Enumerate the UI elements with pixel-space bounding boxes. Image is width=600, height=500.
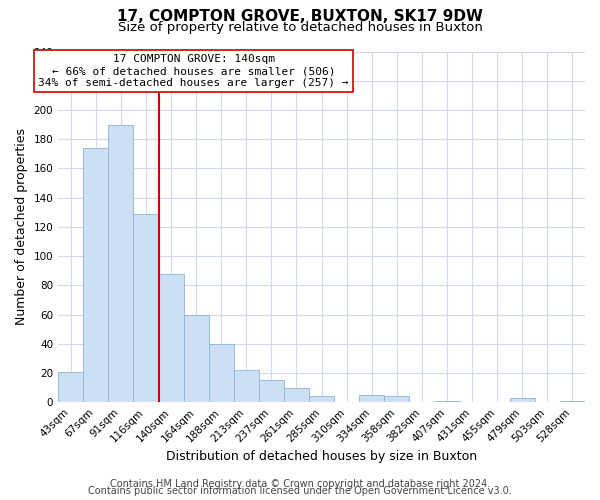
X-axis label: Distribution of detached houses by size in Buxton: Distribution of detached houses by size … bbox=[166, 450, 477, 462]
Bar bbox=[133, 214, 158, 402]
Bar bbox=[234, 370, 259, 402]
Bar bbox=[58, 372, 83, 402]
Bar bbox=[359, 395, 385, 402]
Bar bbox=[109, 124, 133, 402]
Bar bbox=[158, 274, 184, 402]
Text: 17 COMPTON GROVE: 140sqm
← 66% of detached houses are smaller (506)
34% of semi-: 17 COMPTON GROVE: 140sqm ← 66% of detach… bbox=[38, 54, 349, 88]
Bar bbox=[309, 396, 334, 402]
Bar bbox=[83, 148, 109, 402]
Text: Contains public sector information licensed under the Open Government Licence v3: Contains public sector information licen… bbox=[88, 486, 512, 496]
Bar bbox=[259, 380, 284, 402]
Text: Size of property relative to detached houses in Buxton: Size of property relative to detached ho… bbox=[118, 21, 482, 34]
Text: 17, COMPTON GROVE, BUXTON, SK17 9DW: 17, COMPTON GROVE, BUXTON, SK17 9DW bbox=[117, 9, 483, 24]
Text: Contains HM Land Registry data © Crown copyright and database right 2024.: Contains HM Land Registry data © Crown c… bbox=[110, 479, 490, 489]
Bar bbox=[560, 401, 585, 402]
Bar bbox=[209, 344, 234, 402]
Bar bbox=[434, 401, 460, 402]
Y-axis label: Number of detached properties: Number of detached properties bbox=[15, 128, 28, 326]
Bar bbox=[284, 388, 309, 402]
Bar bbox=[184, 314, 209, 402]
Bar bbox=[510, 398, 535, 402]
Bar bbox=[385, 396, 409, 402]
